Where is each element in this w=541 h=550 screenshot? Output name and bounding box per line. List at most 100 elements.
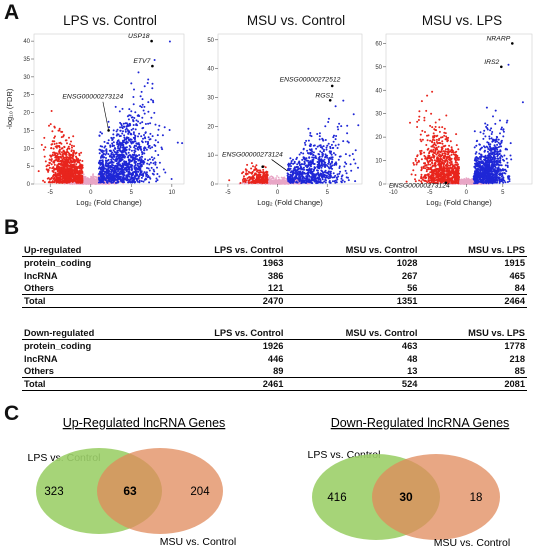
up-point xyxy=(132,96,135,98)
up-point xyxy=(335,176,338,179)
up-point xyxy=(303,161,306,164)
up-point xyxy=(113,169,116,172)
up-point xyxy=(129,114,132,117)
panel-letter-b: B xyxy=(4,216,20,239)
up-point xyxy=(121,142,124,145)
up-point xyxy=(101,171,103,174)
down-point xyxy=(75,175,78,178)
up-point xyxy=(114,174,117,177)
up-point xyxy=(106,181,109,184)
up-point xyxy=(134,175,137,178)
up-point xyxy=(289,171,292,174)
up-point xyxy=(336,178,339,181)
up-point xyxy=(154,161,157,164)
up-point xyxy=(331,156,334,159)
up-point xyxy=(335,162,338,165)
up-point xyxy=(98,162,101,165)
up-point xyxy=(108,180,111,183)
up-point xyxy=(137,159,140,161)
down-point xyxy=(66,176,68,179)
up-point xyxy=(287,175,290,178)
up-point xyxy=(104,153,107,156)
up-point xyxy=(132,154,135,157)
up-point xyxy=(102,152,105,155)
down-point xyxy=(264,166,267,169)
ns-point xyxy=(92,173,94,176)
ns-point xyxy=(83,175,86,178)
up-point xyxy=(291,173,294,175)
up-point xyxy=(319,150,322,153)
down-point xyxy=(61,163,64,166)
up-point xyxy=(99,149,102,151)
up-point xyxy=(305,179,308,182)
y-tick-label: 10 xyxy=(23,146,30,152)
ns-point xyxy=(277,179,280,181)
down-point xyxy=(250,167,253,170)
up-point xyxy=(98,173,101,176)
down-point xyxy=(69,143,72,146)
up-point xyxy=(306,172,309,175)
down-point xyxy=(59,163,62,166)
down-point xyxy=(258,175,261,178)
down-point xyxy=(70,159,72,162)
down-point xyxy=(66,161,69,164)
up-point xyxy=(329,147,332,150)
up-point xyxy=(144,123,147,125)
ns-point xyxy=(275,179,278,182)
up-point xyxy=(116,167,118,170)
up-point xyxy=(108,126,111,129)
up-point xyxy=(130,128,133,131)
up-point xyxy=(112,136,115,139)
down-point xyxy=(61,158,64,161)
up-point xyxy=(312,174,315,177)
up-point xyxy=(139,122,142,125)
down-point xyxy=(50,147,53,149)
down-point xyxy=(53,181,56,184)
up-point xyxy=(312,156,315,159)
ns-point xyxy=(95,176,98,179)
up-point xyxy=(99,131,102,134)
up-point xyxy=(119,173,122,175)
up-point xyxy=(127,132,130,135)
up-point xyxy=(110,136,113,139)
up-point xyxy=(119,164,122,167)
down-point xyxy=(59,160,62,163)
up-point xyxy=(323,163,326,166)
down-point xyxy=(259,181,262,184)
up-point xyxy=(136,148,139,150)
up-point xyxy=(129,165,132,168)
up-point xyxy=(130,141,133,144)
up-point xyxy=(303,163,305,166)
down-point xyxy=(58,169,61,171)
down-point xyxy=(66,142,68,145)
up-point xyxy=(312,151,315,154)
up-point xyxy=(106,165,109,168)
up-point xyxy=(334,138,337,141)
up-point xyxy=(99,167,102,170)
up-point xyxy=(298,172,301,175)
up-point xyxy=(122,175,125,178)
down-point xyxy=(241,179,244,181)
up-point xyxy=(138,162,141,165)
down-point xyxy=(262,172,265,174)
ns-point xyxy=(471,180,474,183)
down-point xyxy=(58,181,61,184)
x-tick-label: 10 xyxy=(168,190,175,196)
down-point xyxy=(57,162,60,165)
up-point xyxy=(340,175,343,178)
up-point xyxy=(107,153,110,156)
up-point xyxy=(131,171,134,174)
up-point xyxy=(327,117,330,120)
down-point xyxy=(251,178,254,181)
up-point xyxy=(150,116,153,119)
up-point xyxy=(119,150,122,153)
up-point xyxy=(116,143,119,146)
down-point xyxy=(262,178,264,181)
up-point xyxy=(332,140,335,143)
up-point xyxy=(154,139,157,142)
up-point xyxy=(143,85,146,88)
up-point xyxy=(123,136,126,139)
down-point xyxy=(69,175,72,178)
down-point xyxy=(50,158,53,161)
